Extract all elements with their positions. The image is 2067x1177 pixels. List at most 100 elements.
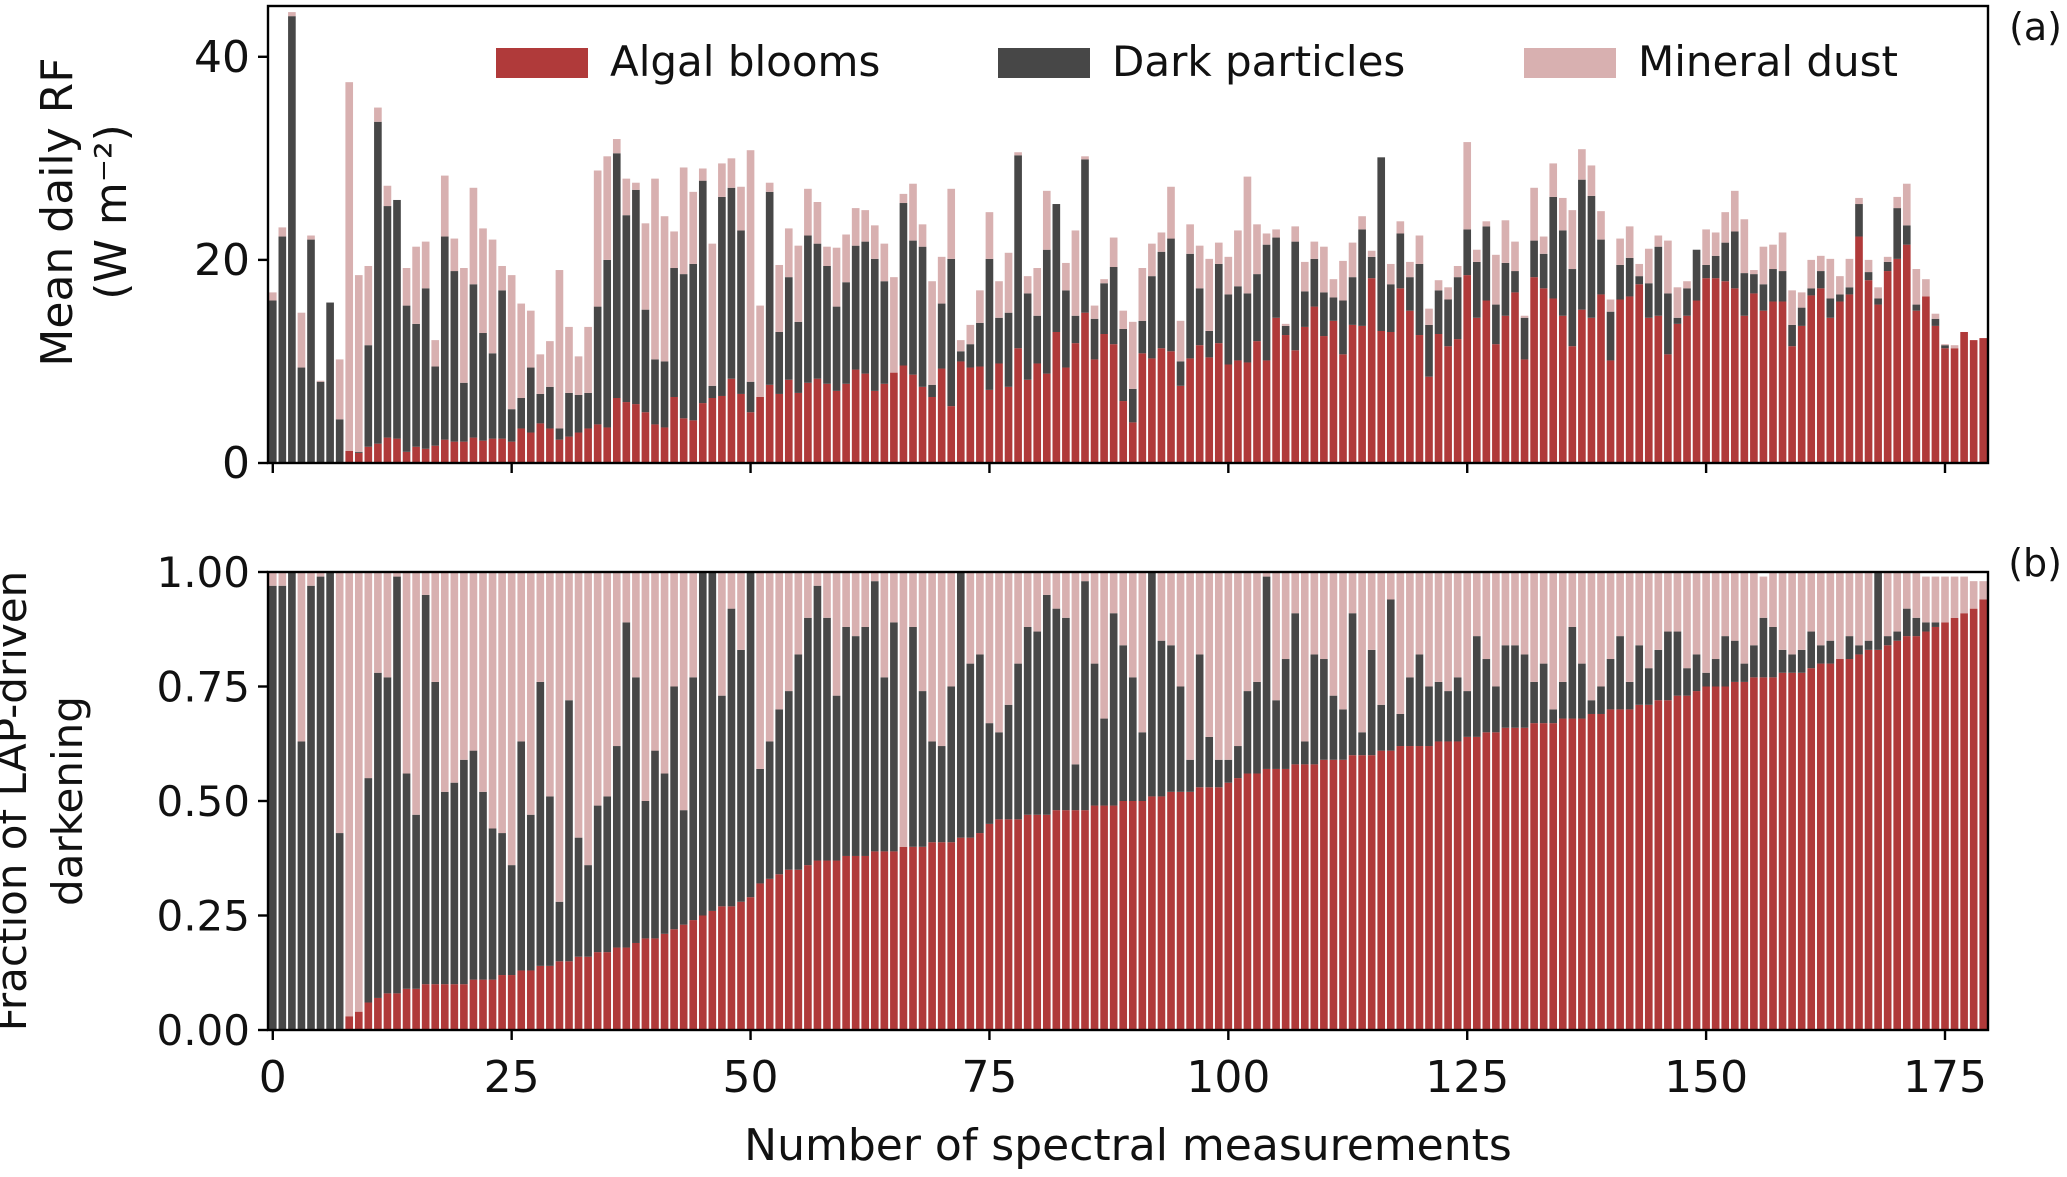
bar-a-dark-particles-124 <box>1453 277 1462 340</box>
bar-b-dark-particles-93 <box>1157 640 1166 797</box>
bar-b-mineral-dust-156 <box>1759 576 1768 618</box>
bar-b-dark-particles-149 <box>1692 654 1701 692</box>
bar-b-mineral-dust-157 <box>1769 572 1777 627</box>
bar-a-algal-blooms-51 <box>756 396 764 463</box>
bar-a-dark-particles-140 <box>1606 311 1615 361</box>
legend-label-algal-blooms: Algal blooms <box>610 37 880 86</box>
bar-a-mineral-dust-68 <box>918 224 927 247</box>
bar-b-dark-particles-163 <box>1826 640 1835 664</box>
bar-a-algal-blooms-121 <box>1425 376 1433 463</box>
bar-b-mineral-dust-86 <box>1090 572 1099 664</box>
bar-a-algal-blooms-81 <box>1042 373 1051 463</box>
bar-a-mineral-dust-131 <box>1520 315 1529 318</box>
bar-a-algal-blooms-134 <box>1549 298 1558 463</box>
bar-a-algal-blooms-145 <box>1654 315 1663 463</box>
bar-b-mineral-dust-33 <box>584 572 592 866</box>
bar-b-dark-particles-12 <box>383 677 392 994</box>
bar-a-mineral-dust-97 <box>1195 245 1204 289</box>
bar-b-mineral-dust-104 <box>1262 572 1271 577</box>
bar-b-mineral-dust-102 <box>1243 572 1252 692</box>
bar-b-mineral-dust-70 <box>937 572 946 747</box>
bar-b-dark-particles-119 <box>1406 677 1414 747</box>
bar-a-mineral-dust-26 <box>517 303 526 399</box>
bar-a-dark-particles-46 <box>708 385 717 399</box>
bar-b-mineral-dust-31 <box>565 572 573 701</box>
bar-a-algal-blooms-174 <box>1931 325 1940 463</box>
bar-a-algal-blooms-11 <box>374 443 382 463</box>
bar-b-algal-blooms-40 <box>651 938 659 1030</box>
bar-b-algal-blooms-95 <box>1176 791 1185 1030</box>
bar-a-algal-blooms-154 <box>1740 315 1749 463</box>
bar-b-algal-blooms-44 <box>689 920 698 1030</box>
bar-a-dark-particles-107 <box>1291 241 1300 351</box>
bar-b-dark-particles-136 <box>1568 626 1577 719</box>
bar-b-algal-blooms-150 <box>1702 686 1710 1030</box>
bar-b-algal-blooms-53 <box>775 874 784 1030</box>
bar-b-algal-blooms-62 <box>861 855 870 1030</box>
bar-b-algal-blooms-175 <box>1941 622 1949 1030</box>
bar-b-mineral-dust-170 <box>1893 572 1902 632</box>
bar-b-algal-blooms-156 <box>1759 677 1768 1030</box>
bar-a-mineral-dust-84 <box>1071 230 1080 316</box>
bar-a-algal-blooms-125 <box>1463 275 1472 463</box>
bar-a-algal-blooms-86 <box>1090 359 1099 463</box>
bar-b-dark-particles-109 <box>1310 654 1319 765</box>
bar-a-algal-blooms-124 <box>1453 339 1462 463</box>
bar-a-algal-blooms-21 <box>469 437 478 463</box>
bar-a-dark-particles-108 <box>1300 291 1309 327</box>
bar-a-dark-particles-136 <box>1568 269 1577 347</box>
bar-a-algal-blooms-65 <box>890 372 898 463</box>
bar-b-mineral-dust-40 <box>651 572 659 751</box>
bar-b-mineral-dust-66 <box>899 572 908 847</box>
bar-a-algal-blooms-102 <box>1243 362 1252 463</box>
bar-b-algal-blooms-73 <box>966 837 975 1030</box>
bar-b-dark-particles-14 <box>402 773 411 989</box>
bar-b-dark-particles-11 <box>374 672 382 998</box>
bar-a-algal-blooms-158 <box>1778 301 1787 463</box>
bar-a-algal-blooms-148 <box>1683 315 1691 463</box>
bar-b-mineral-dust-126 <box>1472 572 1481 637</box>
bar-a-dark-particles-7 <box>335 419 344 463</box>
bar-a-algal-blooms-156 <box>1759 310 1768 463</box>
bar-a-algal-blooms-48 <box>727 378 736 463</box>
bar-b-algal-blooms-79 <box>1023 814 1032 1030</box>
bar-a-mineral-dust-39 <box>641 223 650 310</box>
bar-a-dark-particles-69 <box>928 384 936 397</box>
bar-a-mineral-dust-89 <box>1119 310 1128 329</box>
bar-a-dark-particles-123 <box>1444 299 1452 347</box>
bar-a-dark-particles-139 <box>1597 239 1605 295</box>
bar-b-dark-particles-26 <box>517 741 526 971</box>
bar-b-dark-particles-106 <box>1281 659 1290 769</box>
bar-a-mineral-dust-114 <box>1358 216 1366 230</box>
bar-a-dark-particles-39 <box>641 309 650 413</box>
bar-b-mineral-dust-159 <box>1788 572 1796 655</box>
bar-b-mineral-dust-79 <box>1023 572 1032 627</box>
bar-b-dark-particles-101 <box>1234 746 1242 779</box>
bar-b-algal-blooms-71 <box>947 842 956 1030</box>
bar-b-algal-blooms-47 <box>718 906 726 1030</box>
bar-b-mineral-dust-100 <box>1224 572 1233 760</box>
bar-a-mineral-dust-128 <box>1492 254 1500 305</box>
bar-b-mineral-dust-177 <box>1960 576 1968 614</box>
bar-a-algal-blooms-18 <box>440 439 449 463</box>
bar-b-algal-blooms-164 <box>1836 659 1844 1030</box>
bar-b-algal-blooms-167 <box>1864 649 1873 1030</box>
bar-b-mineral-dust-54 <box>784 572 793 692</box>
bar-b-algal-blooms-105 <box>1272 768 1280 1030</box>
bar-a-algal-blooms-100 <box>1224 364 1233 463</box>
bar-b-algal-blooms-39 <box>641 938 650 1030</box>
bar-a-mineral-dust-91 <box>1138 268 1147 321</box>
bar-b-algal-blooms-109 <box>1310 764 1319 1030</box>
bar-b-dark-particles-72 <box>956 572 965 838</box>
bar-b-dark-particles-19 <box>450 782 459 985</box>
bar-a-dark-particles-33 <box>584 392 592 429</box>
bar-a-algal-blooms-111 <box>1329 320 1338 463</box>
bar-b-mineral-dust-147 <box>1673 572 1682 632</box>
bar-a-mineral-dust-129 <box>1501 220 1510 263</box>
bar-b-algal-blooms-101 <box>1234 778 1242 1030</box>
bar-a-dark-particles-31 <box>565 392 573 437</box>
bar-a-dark-particles-164 <box>1836 294 1844 302</box>
bar-a-mineral-dust-161 <box>1807 259 1816 289</box>
bar-a-mineral-dust-135 <box>1558 197 1567 231</box>
